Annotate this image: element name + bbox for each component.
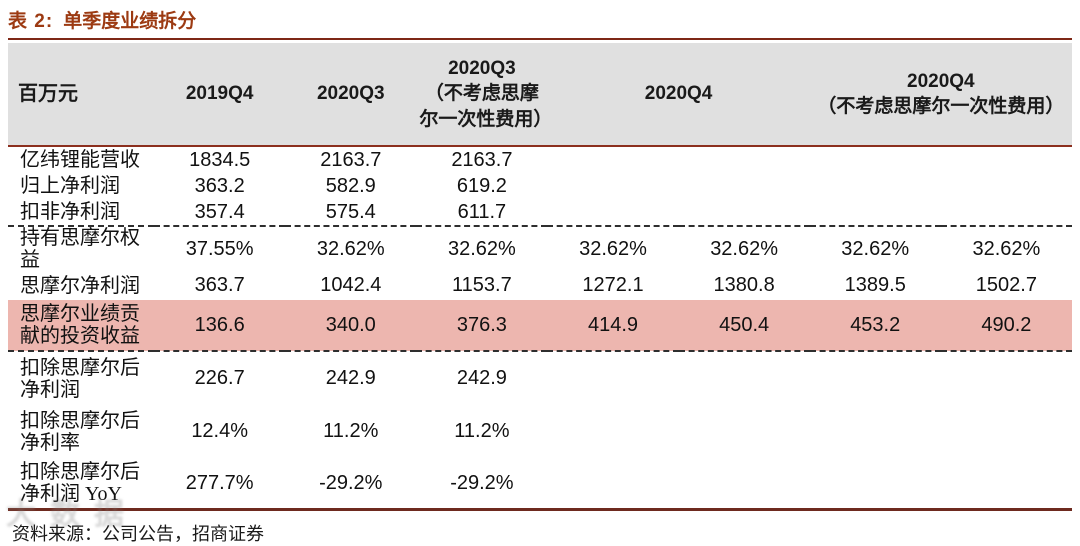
cell-value [809, 458, 941, 511]
source-note: 资料来源：公司公告，招商证券 [12, 524, 264, 544]
column-header-2020q3-adjusted: 2020Q3 （不考虑思摩尔一次性费用） [416, 43, 552, 147]
cell-value: 1272.1 [582, 274, 644, 296]
cell-value: -29.2% [416, 458, 548, 511]
row-label: 亿纬锂能营收 [20, 149, 140, 171]
cell-value [941, 173, 1072, 199]
cell-value [547, 351, 678, 405]
cell-value: 1042.4 [320, 274, 382, 296]
row-label: 思摩尔业绩贡献的投资收益 [8, 300, 155, 352]
row-label: 扣非净利润 [8, 199, 155, 227]
cell-value [809, 199, 941, 227]
table-number-label: 表 2: [8, 11, 54, 32]
table-body: 亿纬锂能营收 1834.5 2163.7 2163.7 归上净利润 363.2 582.9 6… [8, 146, 1072, 511]
cell-value [679, 405, 810, 458]
row-label: 扣除思摩尔后净利率 [20, 409, 140, 454]
cell-value [940, 458, 1072, 511]
cell-value: 226.7 [194, 367, 245, 389]
cell-value: 32.62% [447, 237, 516, 260]
cell-value: 575.4 [285, 199, 417, 227]
cell-value: 12.4% [191, 420, 249, 442]
cell-value: 357.4 [154, 199, 286, 227]
cell-value [941, 351, 1072, 405]
table-row: 亿纬锂能营收 1834.5 2163.7 2163.7 [8, 146, 1072, 173]
cell-value: 1389.5 [844, 274, 906, 296]
cell-value [940, 199, 1072, 227]
table-row: 扣除思摩尔后净利润 226.7 242.9 242.9 [8, 351, 1072, 405]
cell-value: 490.2 [940, 300, 1072, 352]
cell-value: 2163.7 [320, 148, 382, 171]
header-row: 百万元 2019Q4 2020Q3 2020Q3 （不考虑思摩尔一次性费用） 20… [8, 43, 1072, 147]
cell-value: 37.55% [185, 237, 254, 260]
table-row: 扣除思摩尔后净利润 YoY 277.7% -29.2% -29.2% [8, 458, 1072, 511]
cell-value: 1153.7 [452, 274, 512, 296]
table-row: 扣除思摩尔后净利率 12.4% 11.2% 11.2% [8, 405, 1072, 458]
cell-value [547, 146, 678, 173]
table-row: 思摩尔业绩贡献的投资收益 136.6 340.0 376.3 414.9 450.4 453… [8, 300, 1072, 352]
cell-value [547, 458, 679, 511]
row-label: 扣除思摩尔后净利润 YoY [8, 458, 155, 511]
cell-value: 11.2% [323, 420, 379, 442]
cell-value: 32.62% [972, 237, 1041, 260]
cell-value: 277.7% [154, 458, 286, 511]
cell-value [679, 146, 810, 173]
cell-value: 414.9 [547, 300, 679, 352]
cell-value: 363.2 [194, 174, 245, 197]
cell-value: 582.9 [325, 174, 376, 197]
column-header-2019q4: 2019Q4 [154, 43, 286, 147]
column-header-2020q4-adjusted: 2020Q4 （不考虑思摩尔一次性费用） [809, 43, 1072, 147]
table-row: 归上净利润 363.2 582.9 619.2 [8, 173, 1072, 199]
cell-value [810, 146, 941, 173]
cell-value: 32.62% [316, 237, 385, 260]
cell-value: 11.2% [454, 420, 510, 442]
cell-value [678, 458, 810, 511]
cell-value: 2163.7 [451, 148, 513, 171]
table-row: 思摩尔净利润 363.7 1042.4 1153.7 1272.1 1380.8 1389.… [8, 271, 1072, 300]
cell-value: 376.3 [416, 300, 548, 352]
cell-value: 1380.8 [713, 274, 775, 296]
cell-value: 242.9 [456, 367, 507, 389]
cell-value: 1502.7 [975, 274, 1037, 296]
cell-value: 1834.5 [189, 148, 251, 171]
cell-value: 611.7 [416, 199, 548, 227]
cell-value [547, 199, 679, 227]
cell-value: 32.62% [841, 237, 910, 260]
row-label: 持有思摩尔权益 [20, 227, 140, 271]
row-label: 思摩尔净利润 [20, 274, 140, 297]
table-title-text: 单季度业绩拆分 [63, 11, 197, 32]
cell-value [679, 351, 810, 405]
cell-value: 242.9 [325, 367, 376, 389]
cell-value: 450.4 [678, 300, 810, 352]
row-label: 扣除思摩尔后净利润 [20, 356, 140, 401]
cell-value: 136.6 [154, 300, 286, 352]
column-header-2020q3: 2020Q3 [285, 43, 417, 147]
cell-value [547, 405, 678, 458]
cell-value [810, 173, 941, 199]
column-header-2020q4: 2020Q4 [547, 43, 810, 147]
table-row: 扣非净利润 357.4 575.4 611.7 [8, 199, 1072, 227]
quarterly-breakdown-table: 百万元 2019Q4 2020Q3 2020Q3 （不考虑思摩尔一次性费用） 20… [8, 43, 1072, 511]
unit-header: 百万元 [8, 43, 155, 147]
cell-value: 363.7 [194, 274, 245, 296]
cell-value: 340.0 [285, 300, 417, 352]
table-row: 持有思摩尔权益 37.55% 32.62% 32.62% 32.62% 32.62% 32.… [8, 226, 1072, 271]
row-label: 归上净利润 [20, 175, 120, 197]
cell-value [810, 405, 941, 458]
cell-value: 32.62% [579, 237, 647, 260]
cell-value [941, 405, 1072, 458]
cell-value [810, 351, 941, 405]
cell-value: 453.2 [809, 300, 941, 352]
cell-value [941, 146, 1072, 173]
cell-value: 32.62% [710, 237, 779, 260]
cell-value: -29.2% [285, 458, 417, 511]
cell-value [678, 199, 810, 227]
cell-value: 619.2 [456, 174, 507, 197]
cell-value [547, 173, 678, 199]
table-title: 表 2: 单季度业绩拆分 [8, 4, 1072, 40]
cell-value [679, 173, 810, 199]
